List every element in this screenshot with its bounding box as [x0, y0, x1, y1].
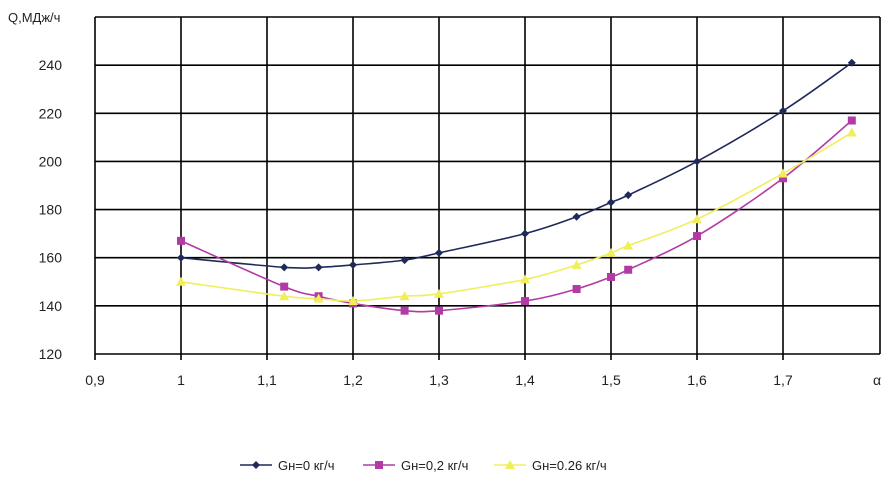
data-point [521, 229, 529, 238]
series-group [176, 58, 857, 315]
series-square [177, 116, 856, 315]
tick-labels: 120 140 160 180 200 220 240 0,9 1 1,1 1,2 1,3 1,4 1,5… [39, 57, 793, 388]
series-line [180, 131, 853, 302]
data-point [177, 253, 185, 262]
data-point [400, 306, 409, 315]
data-point [606, 247, 616, 257]
data-point [348, 296, 358, 306]
legend-label: Gн=0 кг/ч [278, 458, 335, 473]
data-point [400, 256, 409, 265]
x-axis-label: α [873, 372, 881, 388]
x-tick-label: 1,6 [687, 372, 707, 388]
y-tick-label: 160 [39, 250, 63, 266]
data-point [571, 259, 582, 269]
data-point [692, 214, 702, 224]
x-tick-label: 1 [177, 372, 185, 388]
series-line [180, 62, 853, 269]
y-tick-label: 220 [39, 105, 63, 121]
data-point [778, 168, 788, 178]
y-tick-label: 200 [39, 153, 63, 169]
data-point [520, 274, 530, 284]
data-point [279, 291, 290, 301]
x-tick-label: 1,3 [429, 372, 449, 388]
legend-item: Gн=0 кг/ч [240, 458, 335, 473]
data-point [177, 236, 185, 245]
data-point [779, 174, 787, 183]
data-point [607, 198, 615, 207]
y-tick-label: 240 [39, 57, 63, 73]
legend-item: Gн=0.26 кг/ч [494, 458, 607, 473]
data-point [693, 232, 701, 241]
data-point [176, 276, 186, 286]
data-point [572, 212, 581, 221]
legend-label: Gн=0.26 кг/ч [532, 458, 607, 473]
x-tick-label: 1,4 [515, 372, 535, 388]
data-point [693, 157, 701, 166]
data-point [313, 293, 324, 303]
data-point [435, 248, 443, 257]
data-point [521, 297, 529, 306]
x-tick-label: 1,5 [601, 372, 621, 388]
data-point [846, 127, 857, 137]
data-point [435, 306, 443, 315]
data-point [399, 291, 410, 301]
x-tick-label: 1,7 [773, 372, 793, 388]
series-triangle [176, 127, 857, 306]
data-point [624, 191, 633, 200]
series-diamond [177, 58, 856, 272]
y-axis-label: Q,МДж/ч [8, 10, 60, 25]
data-point [280, 282, 289, 291]
data-point [252, 461, 260, 469]
x-tick-label: 0,9 [85, 372, 105, 388]
grid [94, 16, 881, 360]
data-point [505, 460, 515, 469]
y-tick-label: 120 [39, 346, 63, 362]
legend: Gн=0 кг/ч Gн=0,2 кг/ч Gн=0.26 кг/ч [240, 458, 607, 473]
x-tick-label: 1,1 [257, 372, 277, 388]
legend-label: Gн=0,2 кг/ч [401, 458, 468, 473]
data-point [314, 263, 323, 272]
y-tick-label: 140 [39, 298, 63, 314]
data-point [349, 260, 357, 269]
data-point [623, 240, 634, 250]
data-point [280, 263, 289, 272]
data-point [624, 265, 633, 274]
legend-item: Gн=0,2 кг/ч [363, 458, 468, 473]
data-point [847, 58, 856, 67]
data-point [434, 288, 444, 298]
data-point [847, 116, 856, 125]
x-tick-label: 1,2 [343, 372, 363, 388]
data-point [607, 272, 615, 281]
data-point [572, 285, 581, 294]
data-point [375, 461, 383, 469]
data-point [779, 106, 787, 115]
y-tick-label: 180 [39, 202, 63, 218]
